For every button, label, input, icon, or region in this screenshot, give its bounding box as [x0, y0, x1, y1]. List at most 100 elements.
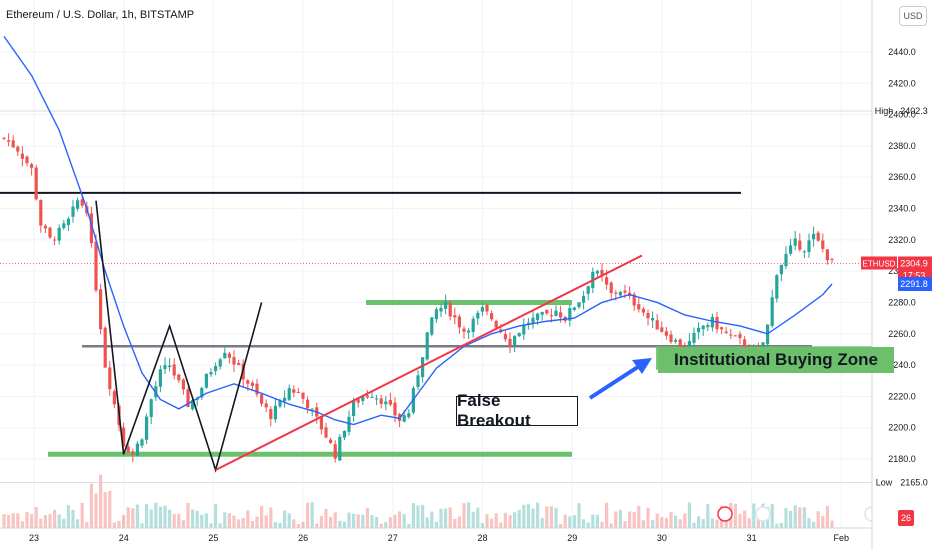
- candle-body: [177, 374, 181, 381]
- candle-body: [43, 225, 47, 229]
- volume-bar: [126, 507, 130, 528]
- y-tick-label: 2260.0: [888, 329, 916, 339]
- candle-body: [200, 387, 204, 398]
- candle-body: [559, 312, 563, 318]
- candle-body: [126, 446, 130, 453]
- volume-bar: [816, 511, 820, 528]
- candle-body: [250, 382, 254, 386]
- drawing-overlays: [3, 35, 880, 522]
- x-tick-label: 27: [388, 533, 398, 543]
- horizontal-levels: [0, 110, 896, 483]
- candle-body: [278, 400, 282, 407]
- volume-bar: [632, 512, 636, 528]
- volume-bar: [273, 522, 277, 528]
- volume-bar: [370, 515, 374, 528]
- volume-bar: [131, 508, 135, 528]
- volume-bar: [135, 504, 139, 528]
- event-icon: [717, 506, 733, 522]
- volume-bars: [2, 474, 834, 528]
- candle-body: [232, 357, 236, 365]
- volume-bar: [338, 520, 342, 528]
- currency-button[interactable]: USD: [899, 6, 927, 26]
- candle-body: [218, 359, 222, 367]
- candle-body: [287, 388, 291, 400]
- low-value: 2165.0: [900, 477, 928, 487]
- volume-bar: [163, 505, 167, 528]
- volume-bar: [168, 509, 172, 528]
- volume-bar: [678, 519, 682, 528]
- candle-body: [264, 403, 268, 408]
- candle-body: [821, 240, 825, 249]
- candle-body: [720, 327, 724, 330]
- candle-body: [333, 444, 337, 459]
- candle-body: [531, 317, 535, 324]
- volume-bar: [425, 517, 429, 528]
- y-tick-label: 2380.0: [888, 141, 916, 151]
- candle-body: [76, 200, 80, 209]
- volume-bar: [494, 513, 498, 528]
- count-badge[interactable]: 26: [898, 510, 914, 526]
- candle-body: [227, 353, 231, 358]
- volume-bar: [476, 507, 480, 528]
- volume-bar: [108, 490, 112, 528]
- candle-body: [789, 245, 793, 254]
- x-tick-label: 28: [477, 533, 487, 543]
- x-tick-label: 29: [567, 533, 577, 543]
- volume-bar: [76, 519, 80, 528]
- volume-bar: [471, 511, 475, 528]
- volume-bar: [407, 523, 411, 528]
- last-price-value: 2304.9: [900, 258, 928, 268]
- candle-body: [57, 227, 61, 241]
- candle-body: [342, 431, 346, 438]
- high-label: High: [875, 106, 894, 116]
- candle-body: [172, 364, 176, 376]
- candle-body: [66, 218, 70, 226]
- candle-body: [724, 331, 728, 333]
- candle-body: [273, 405, 277, 420]
- candle-body: [7, 140, 11, 142]
- volume-bar: [572, 515, 576, 528]
- candle-body: [549, 315, 553, 317]
- candlesticks: [2, 133, 834, 463]
- candle-body: [306, 399, 310, 409]
- x-tick-label: 26: [298, 533, 308, 543]
- candle-body: [402, 415, 406, 422]
- volume-bar: [517, 509, 521, 528]
- volume-bar: [467, 502, 471, 528]
- candle-body: [71, 206, 75, 217]
- volume-bar: [807, 518, 811, 528]
- candle-body: [352, 400, 356, 416]
- candle-body: [25, 156, 29, 164]
- candle-body: [269, 409, 273, 420]
- moving-average-line: [3, 35, 833, 426]
- volume-bar: [669, 512, 673, 528]
- candle-body: [214, 366, 218, 371]
- volume-bar: [122, 515, 126, 528]
- candle-body: [53, 239, 57, 241]
- volume-bar: [710, 518, 714, 528]
- volume-bar: [738, 513, 742, 528]
- volume-bar: [802, 507, 806, 528]
- volume-bar: [503, 512, 507, 528]
- volume-bar: [39, 518, 43, 528]
- candle-body: [62, 223, 66, 228]
- candle-body: [554, 310, 558, 316]
- volume-bar: [444, 508, 448, 528]
- candle-body: [572, 307, 576, 310]
- volume-bar: [646, 507, 650, 528]
- volume-bar: [48, 514, 52, 528]
- volume-bar: [310, 502, 314, 528]
- volume-bar: [158, 506, 162, 528]
- volume-bar: [743, 510, 747, 528]
- volume-bar: [214, 504, 218, 528]
- low-label: Low: [876, 477, 893, 487]
- candle-body: [467, 330, 471, 333]
- candle-body: [687, 341, 691, 353]
- candle-body: [655, 320, 659, 330]
- x-tick-label: 31: [747, 533, 757, 543]
- volume-bar: [448, 507, 452, 528]
- candle-body: [375, 398, 379, 400]
- volume-bar: [227, 513, 231, 528]
- candle-body: [802, 251, 806, 253]
